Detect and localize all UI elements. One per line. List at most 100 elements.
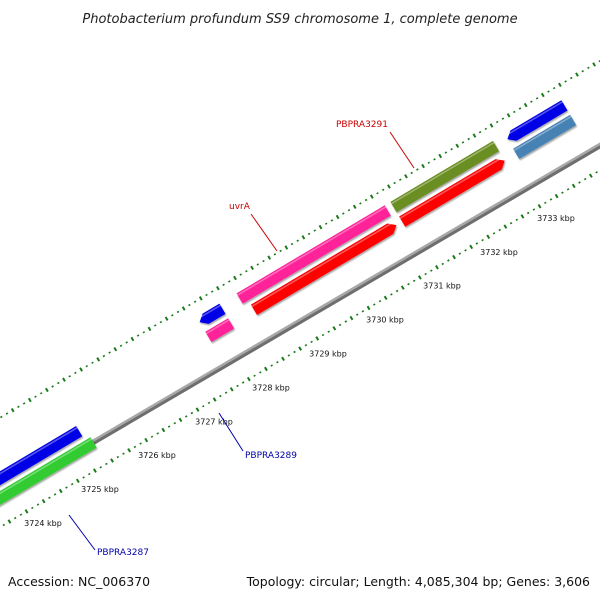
topology-text: Topology: circular; Length: 4,085,304 bp…	[246, 574, 590, 589]
gc-tick-mark	[181, 306, 186, 311]
gc-tick-mark	[290, 242, 294, 246]
gc-tick-mark	[399, 178, 402, 181]
gc-tick-mark	[216, 285, 220, 291]
gene-feature-bar[interactable]	[250, 223, 397, 316]
gc-tick-mark	[298, 346, 303, 351]
accession-text: Accession: NC_006370	[8, 574, 150, 589]
leader-uvra	[250, 213, 278, 252]
gc-tick-mark	[592, 62, 596, 67]
gene-label-pbpra3291[interactable]: PBPRA3291	[336, 120, 388, 130]
gc-tick-mark	[315, 336, 320, 341]
gc-tick-mark	[245, 270, 248, 273]
gc-tick-mark	[110, 458, 114, 463]
gc-tick-mark	[421, 163, 425, 169]
gene-label-pbpra3287[interactable]: PBPRA3287	[97, 548, 149, 558]
gc-tick-mark	[241, 381, 245, 384]
gc-tick-mark	[518, 107, 522, 110]
gc-tick-mark	[212, 397, 217, 402]
gc-tick-mark	[327, 330, 330, 333]
gc-tick-mark	[159, 320, 163, 324]
gene-feature-bar[interactable]	[0, 437, 97, 525]
gc-tick-mark	[472, 133, 477, 138]
gc-tick-mark	[359, 202, 362, 205]
gene-feature-highlight	[197, 304, 221, 320]
gene-feature-bar[interactable]	[0, 426, 83, 507]
gene-feature-bar[interactable]	[199, 303, 226, 324]
gc-tick-mark	[417, 275, 422, 280]
gc-tick-mark	[492, 232, 496, 235]
gc-tick-mark	[259, 371, 262, 374]
gc-tick-mark	[381, 188, 385, 192]
gene-feature-highlight	[399, 156, 504, 219]
gc-tick-mark	[506, 113, 511, 118]
gc-tick-mark	[184, 415, 188, 418]
gc-tick-mark	[228, 280, 231, 283]
gc-tick-mark	[293, 350, 296, 354]
gc-tick-mark	[193, 300, 197, 303]
gene-label-pbpra3289[interactable]: PBPRA3289	[245, 451, 297, 461]
kbp-tick-labels: 3724 kbp 3725 kbp 3726 kbp 3727 kbp 3728 kbp…	[24, 214, 575, 528]
gc-tick-mark	[588, 173, 593, 178]
kbp-tick-label: 3729 kbp	[309, 350, 347, 359]
gc-tick-mark	[332, 326, 337, 331]
gene-feature-bar[interactable]	[507, 100, 568, 141]
gene-feature-bar[interactable]	[236, 205, 391, 304]
gc-tick-mark	[310, 340, 313, 344]
gc-tick-mark	[558, 82, 562, 88]
gc-tick-mark	[10, 407, 15, 413]
gc-tick-mark	[5, 412, 9, 415]
gc-tick-mark	[224, 391, 228, 394]
gc-tick-mark	[262, 259, 265, 263]
gc-tick-mark	[378, 299, 382, 303]
gc-skew-inner-dots	[2, 171, 598, 527]
kbp-tick-label: 3727 kbp	[195, 417, 233, 426]
gene-feature-bar[interactable]	[205, 318, 235, 343]
gc-tick-mark	[0, 415, 3, 419]
gc-tick-mark	[173, 422, 177, 425]
gc-tick-mark	[349, 315, 354, 321]
gc-tick-mark	[284, 245, 289, 250]
gc-tick-mark	[318, 224, 323, 230]
gc-tick-mark	[387, 184, 391, 189]
gc-tick-mark	[53, 493, 57, 496]
gc-tick-mark	[444, 151, 448, 154]
gene-feature-bar[interactable]	[390, 140, 500, 213]
gc-tick-mark	[383, 295, 388, 301]
gc-tick-mark	[116, 455, 120, 459]
map-title: Photobacterium profundum SS9 chromosome …	[82, 12, 517, 27]
gc-tick-mark	[330, 219, 334, 222]
gene-feature-bar[interactable]	[513, 114, 577, 159]
gc-tick-mark	[276, 361, 279, 364]
gc-tick-mark	[501, 117, 505, 120]
gc-tick-mark	[296, 239, 299, 242]
gc-tick-mark	[264, 366, 268, 372]
gc-tick-mark	[70, 483, 74, 486]
gc-tick-mark	[484, 127, 488, 131]
gc-tick-mark	[82, 476, 85, 479]
gc-tick-mark	[307, 232, 311, 236]
gc-tick-mark	[62, 377, 66, 382]
gc-tick-mark	[41, 498, 46, 504]
kbp-tick-label: 3730 kbp	[366, 316, 404, 325]
gc-tick-mark	[347, 209, 351, 212]
gene-feature-bar[interactable]	[399, 159, 505, 227]
gene-label-uvra[interactable]: uvrA	[229, 202, 251, 212]
gc-tick-mark	[108, 351, 111, 354]
gc-tick-mark	[535, 97, 539, 100]
gc-tick-mark	[161, 427, 166, 433]
gc-tick-mark	[17, 405, 20, 408]
gc-tick-mark	[583, 177, 587, 181]
gc-tick-mark	[65, 486, 68, 489]
gc-tick-mark	[219, 394, 222, 398]
gc-tick-mark	[74, 371, 77, 375]
gc-tick-mark	[24, 509, 29, 514]
backbone-line	[0, 142, 600, 497]
gc-tick-mark	[229, 387, 234, 392]
gc-tick-mark	[324, 222, 328, 225]
gc-tick-mark	[435, 264, 439, 270]
gc-tick-mark	[469, 244, 474, 250]
gc-tick-mark	[549, 198, 553, 201]
gc-tick-mark	[475, 242, 479, 245]
gc-tick-mark	[393, 181, 396, 185]
gc-tick-mark	[195, 407, 200, 412]
